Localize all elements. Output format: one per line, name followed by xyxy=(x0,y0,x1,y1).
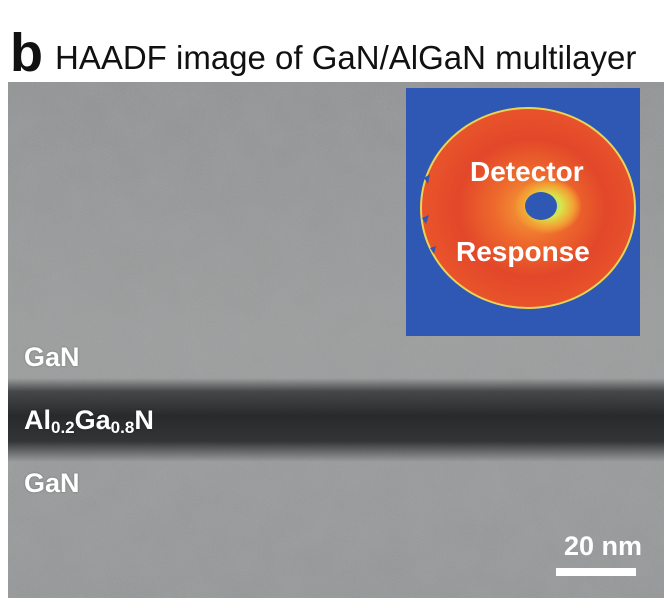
figure-header: b HAADF image of GaN/AlGaN multilayer xyxy=(10,10,636,80)
layer-label-gan-top: GaN xyxy=(24,342,80,372)
panel-letter: b xyxy=(10,23,43,83)
inset-label-line2: Response xyxy=(456,236,590,267)
layer-label-algan: Al0.2Ga0.8N xyxy=(24,405,154,437)
algan-dark-band xyxy=(8,378,664,462)
layer-label-gan-bottom: GaN xyxy=(24,468,80,498)
figure-title: HAADF image of GaN/AlGaN multilayer xyxy=(55,39,637,76)
detector-response-map xyxy=(420,107,636,309)
inset-label-line1: Detector xyxy=(470,156,584,187)
scale-bar xyxy=(556,568,636,576)
scale-bar-label: 20 nm xyxy=(563,531,642,561)
haadf-micrograph: GaN Al0.2Ga0.8N GaN xyxy=(8,82,664,598)
detector-response-inset: Detector Response xyxy=(406,88,640,336)
